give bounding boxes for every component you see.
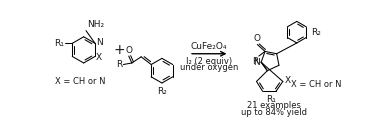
Text: 21 examples: 21 examples bbox=[247, 101, 301, 110]
Text: R₂: R₂ bbox=[157, 87, 167, 96]
Text: N: N bbox=[96, 38, 102, 47]
Text: X = CH or N: X = CH or N bbox=[54, 77, 105, 86]
Text: X: X bbox=[284, 76, 291, 85]
Text: up to 84% yield: up to 84% yield bbox=[241, 108, 307, 117]
Text: O: O bbox=[125, 45, 132, 54]
Text: I₂ (2 equiv): I₂ (2 equiv) bbox=[186, 57, 232, 66]
Text: CuFe₂O₄: CuFe₂O₄ bbox=[191, 42, 228, 51]
Text: R₁: R₁ bbox=[266, 95, 276, 104]
Text: NH₂: NH₂ bbox=[88, 20, 105, 29]
Text: R₂: R₂ bbox=[311, 28, 321, 37]
Text: O: O bbox=[253, 34, 260, 43]
Text: X: X bbox=[96, 53, 102, 62]
Text: N: N bbox=[253, 58, 260, 67]
Text: R: R bbox=[116, 60, 122, 69]
Text: X = CH or N: X = CH or N bbox=[291, 80, 342, 89]
Text: R₁: R₁ bbox=[54, 39, 64, 48]
Text: under oxygen: under oxygen bbox=[180, 63, 239, 72]
Text: +: + bbox=[113, 43, 125, 57]
Text: R: R bbox=[252, 57, 258, 66]
